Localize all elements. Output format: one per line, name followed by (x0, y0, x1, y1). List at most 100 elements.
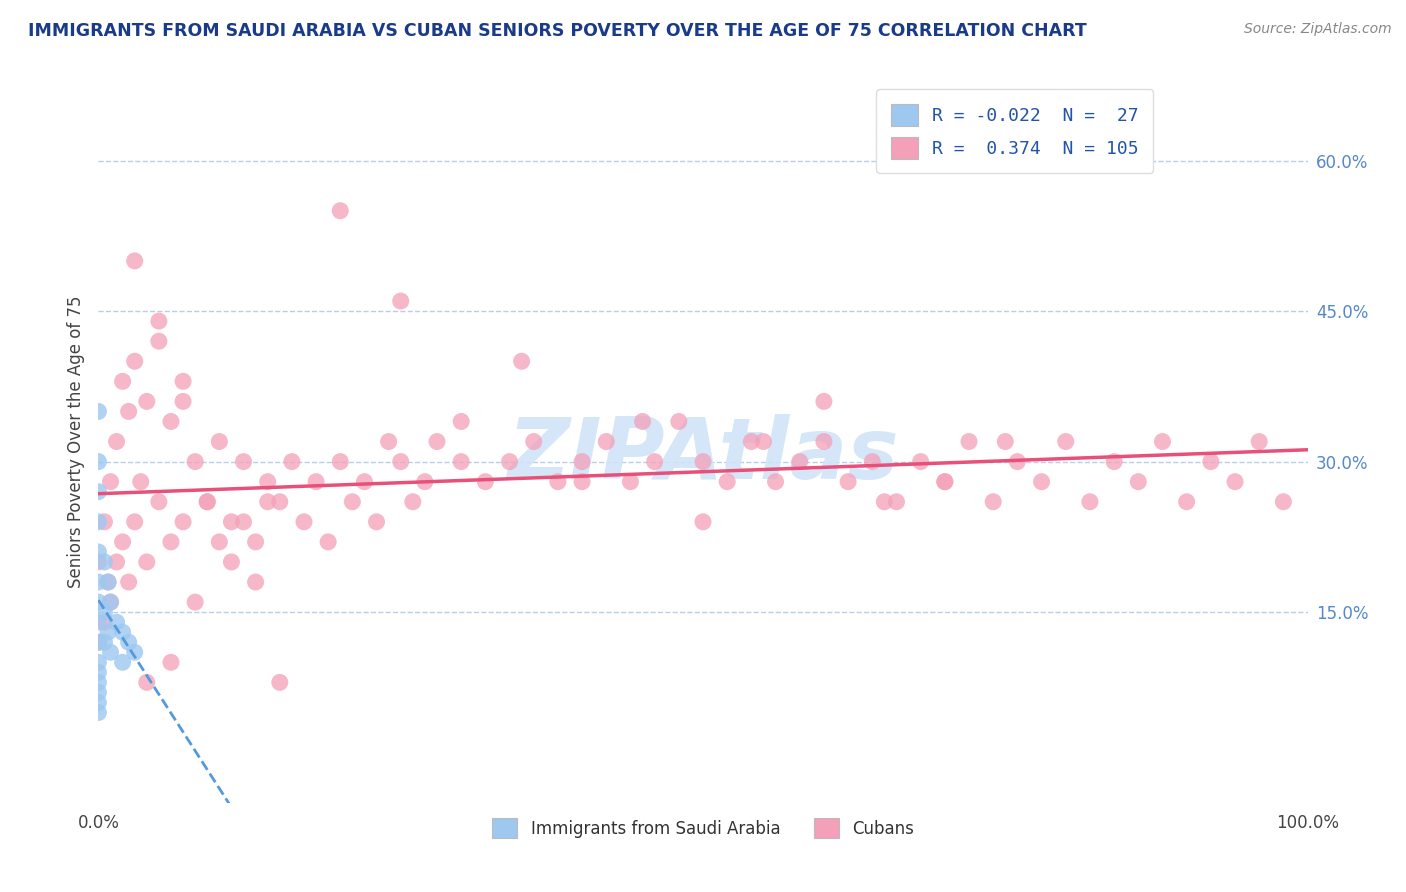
Point (644, 455, 666, 469)
Point (87, 635, 110, 649)
Legend: Immigrants from Saudi Arabia, Cubans: Immigrants from Saudi Arabia, Cubans (485, 812, 921, 845)
Point (292, 515, 315, 529)
Point (232, 455, 254, 469)
Point (752, 434, 775, 449)
Point (389, 455, 412, 469)
Point (100, 475, 122, 489)
Point (135, 555, 157, 569)
Point (595, 434, 617, 449)
Point (93, 615, 115, 630)
Point (97, 575, 120, 590)
Point (135, 675, 157, 690)
Point (789, 455, 811, 469)
Point (934, 475, 956, 489)
Point (87, 696, 110, 710)
Point (1175, 494, 1198, 508)
Point (631, 414, 654, 429)
Point (111, 375, 134, 389)
Text: ZIPAtlas: ZIPAtlas (508, 415, 898, 498)
Point (232, 515, 254, 529)
Point (87, 484, 110, 499)
Point (87, 555, 110, 569)
Point (111, 625, 134, 640)
Point (426, 434, 449, 449)
Point (100, 645, 122, 659)
Point (886, 494, 908, 508)
Point (1054, 434, 1077, 449)
Point (87, 595, 110, 609)
Point (160, 414, 183, 429)
Point (100, 595, 122, 609)
Point (87, 685, 110, 699)
Point (105, 555, 128, 569)
Point (97, 625, 120, 640)
Point (692, 515, 714, 529)
Point (269, 494, 291, 508)
Point (389, 294, 412, 309)
Point (860, 455, 883, 469)
Point (105, 434, 128, 449)
Point (873, 494, 896, 508)
Point (208, 434, 231, 449)
Point (93, 555, 115, 569)
Point (1199, 455, 1222, 469)
Point (245, 575, 267, 590)
Point (1078, 494, 1101, 508)
Point (668, 414, 690, 429)
Point (1007, 455, 1029, 469)
Point (118, 575, 141, 590)
Point (118, 404, 141, 418)
Point (195, 494, 218, 508)
Point (129, 475, 152, 489)
Point (305, 475, 328, 489)
Point (1128, 475, 1150, 489)
Point (813, 434, 835, 449)
Point (172, 375, 194, 389)
Point (100, 595, 122, 609)
Point (87, 455, 110, 469)
Point (716, 475, 738, 489)
Point (934, 475, 956, 489)
Point (87, 545, 110, 559)
Point (208, 535, 231, 549)
Point (160, 655, 183, 669)
Point (1031, 475, 1053, 489)
Point (148, 494, 170, 508)
Point (87, 675, 110, 690)
Point (124, 515, 146, 529)
Point (474, 475, 496, 489)
Point (124, 645, 146, 659)
Point (957, 434, 980, 449)
Point (1223, 475, 1246, 489)
Point (256, 475, 278, 489)
Point (221, 555, 243, 569)
Point (135, 394, 157, 409)
Point (172, 394, 194, 409)
Point (87, 515, 110, 529)
Point (994, 434, 1017, 449)
Point (547, 475, 569, 489)
Point (87, 655, 110, 669)
Point (837, 475, 859, 489)
Point (87, 404, 110, 418)
Point (413, 475, 436, 489)
Point (184, 455, 207, 469)
Point (450, 414, 472, 429)
Point (329, 203, 352, 218)
Point (740, 434, 762, 449)
Point (1102, 455, 1125, 469)
Point (87, 575, 110, 590)
Point (402, 494, 425, 508)
Point (329, 455, 352, 469)
Point (342, 494, 364, 508)
Point (111, 655, 134, 669)
Point (97, 575, 120, 590)
Point (619, 475, 641, 489)
Point (93, 635, 115, 649)
Point (377, 434, 399, 449)
Point (571, 475, 593, 489)
Point (450, 455, 472, 469)
Text: Source: ZipAtlas.com: Source: ZipAtlas.com (1244, 22, 1392, 37)
Point (172, 515, 194, 529)
Point (281, 455, 304, 469)
